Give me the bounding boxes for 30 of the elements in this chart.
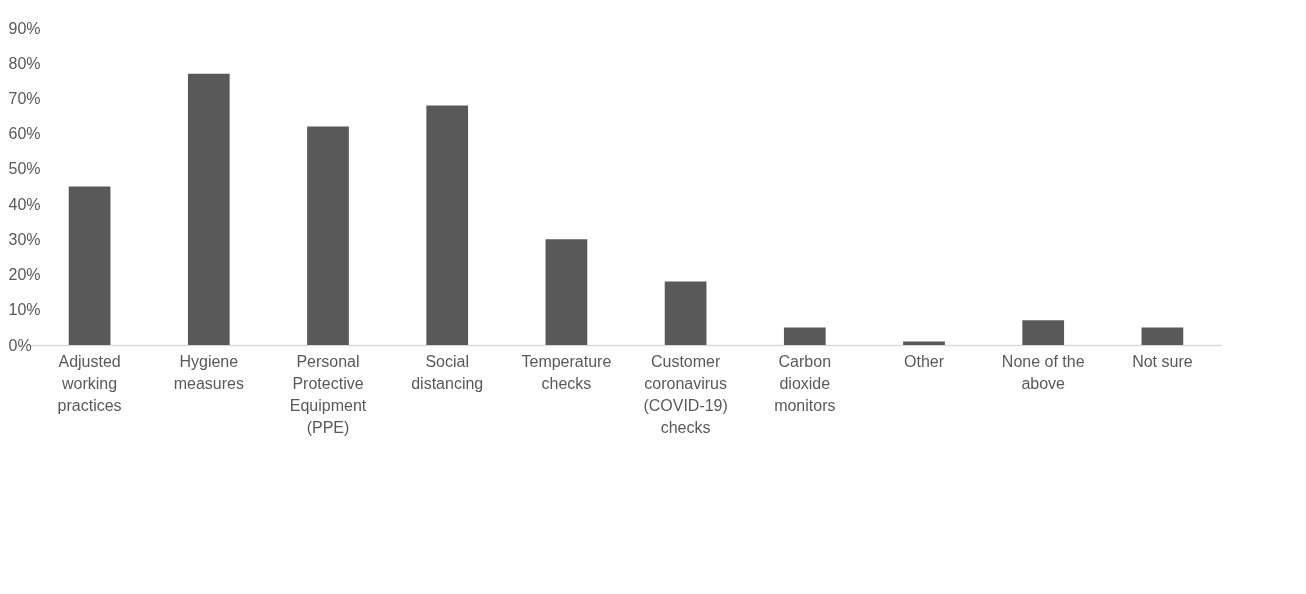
bar (1022, 320, 1065, 345)
bar (307, 126, 349, 345)
y-tick-label: 30% (8, 230, 41, 248)
y-tick-label: 80% (8, 54, 41, 72)
y-tick-label: 20% (8, 266, 41, 284)
bar (187, 73, 230, 345)
x-tick-label: Hygiene measures (173, 352, 244, 392)
bar (664, 281, 707, 345)
y-tick-label: 10% (8, 301, 41, 319)
bar (1141, 327, 1184, 345)
y-tick-label: 70% (8, 89, 41, 107)
x-tick-label: Other (903, 352, 945, 370)
bar (783, 327, 826, 345)
bar (545, 239, 588, 345)
x-tick-label: Adjusted working practices (57, 352, 122, 414)
x-tick-label: Carbon dioxide monitors (774, 352, 836, 414)
x-tick-label: Temperature checks (521, 352, 612, 392)
x-tick-label: Social distancing (411, 352, 484, 392)
y-tick-label: 40% (8, 195, 41, 213)
x-tick-label: Customer coronavirus (COVID-19) checks (643, 352, 728, 436)
y-tick-label: 0% (8, 336, 32, 354)
y-tick-label: 60% (8, 125, 41, 143)
y-tick-label: 90% (8, 19, 41, 37)
bar (426, 105, 469, 345)
bar (68, 186, 111, 345)
bar (903, 341, 945, 345)
x-tick-label: Personal Protective Equipment (PPE) (289, 352, 367, 436)
x-tick-label: Not sure (1132, 352, 1193, 370)
y-tick-label: 50% (8, 160, 41, 178)
x-tick-label: None of the above (1001, 352, 1085, 392)
